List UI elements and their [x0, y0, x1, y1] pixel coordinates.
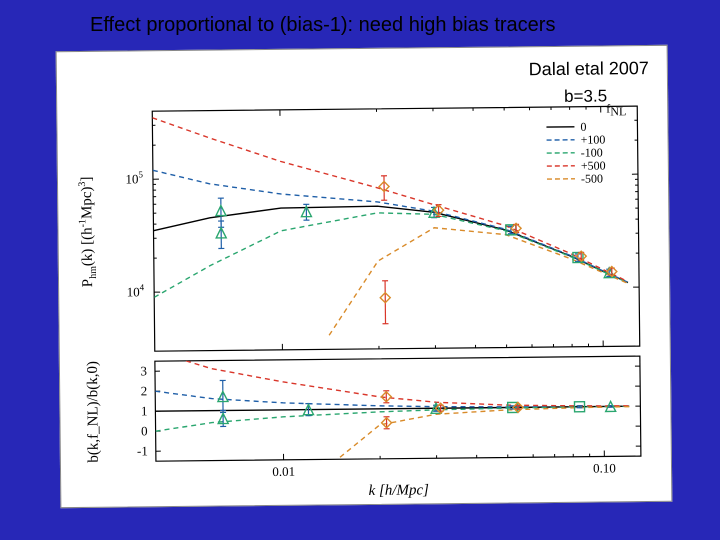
svg-text:b(k,f_NL)/b(k,0): b(k,f_NL)/b(k,0) [85, 361, 102, 463]
chart-svg: 104 105 -1 0 1 2 3 0.01 0.10 k [h/Mpc] Phm(k) [(h-… [57, 46, 672, 507]
svg-text:k [h/Mpc]: k [h/Mpc] [368, 482, 429, 499]
svg-text:105: 105 [125, 169, 143, 186]
svg-text:-500: -500 [581, 171, 603, 185]
svg-text:-1: -1 [137, 443, 148, 458]
slide-title: Effect proportional to (bias-1): need hi… [90, 14, 555, 37]
svg-text:1: 1 [141, 403, 148, 418]
svg-text:2: 2 [141, 383, 148, 398]
slide-background: Effect proportional to (bias-1): need hi… [0, 0, 720, 540]
svg-text:0: 0 [141, 423, 148, 438]
svg-text:NL: NL [610, 104, 626, 118]
svg-text:0: 0 [580, 120, 586, 134]
svg-text:0.10: 0.10 [593, 460, 616, 475]
figure-panel: Dalal etal 2007 b=3.5 104105-101230.010.… [56, 45, 673, 508]
svg-text:3: 3 [140, 363, 147, 378]
svg-text:0.01: 0.01 [272, 464, 295, 479]
svg-text:Phm(k) [(h-1Mpc)3]: Phm(k) [(h-1Mpc)3] [77, 176, 99, 287]
svg-text:104: 104 [127, 282, 145, 299]
